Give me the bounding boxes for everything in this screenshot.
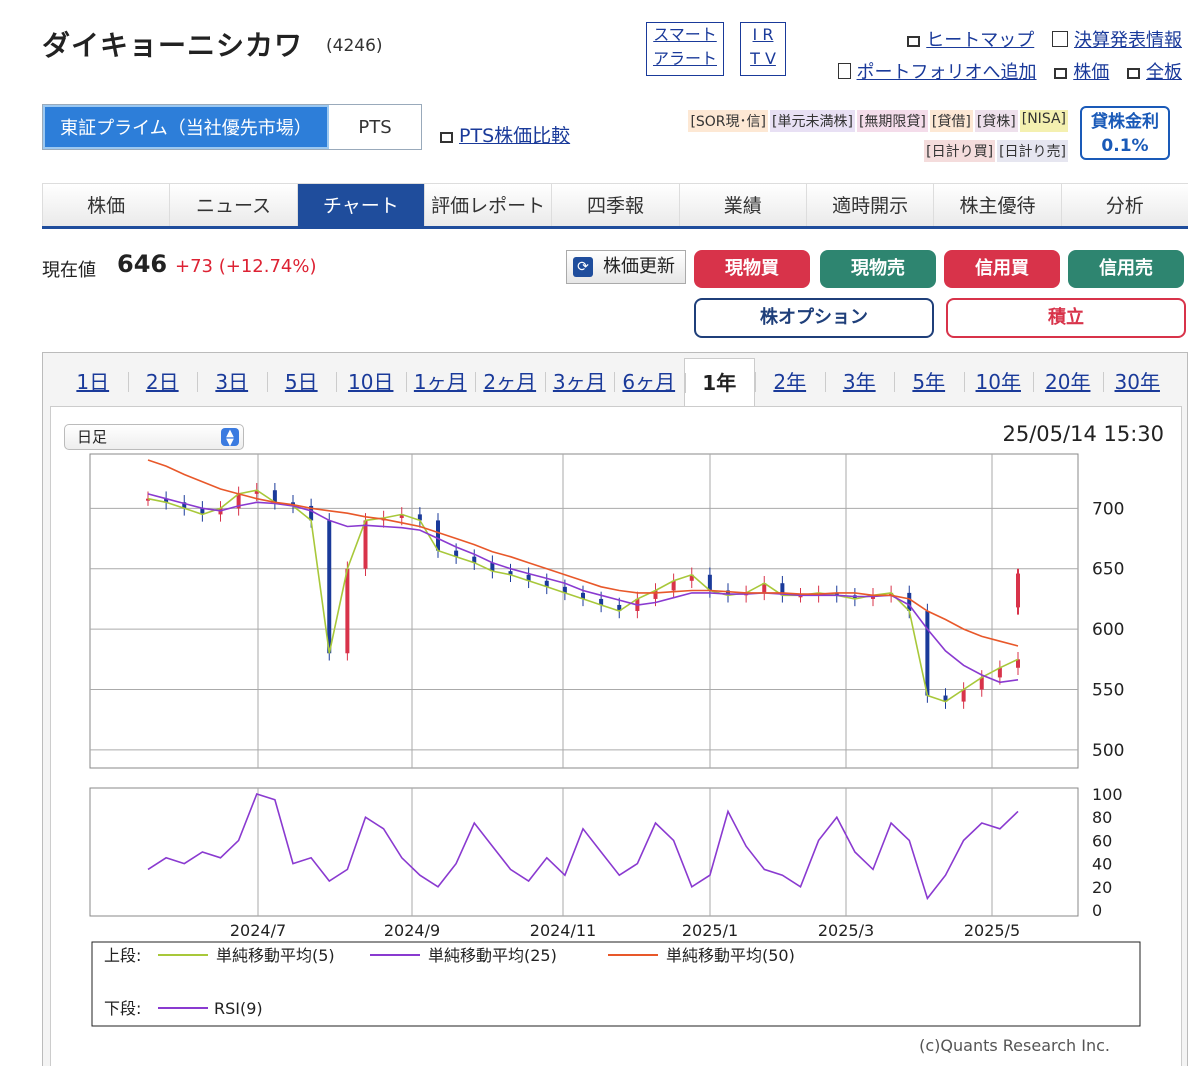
- tab-performance[interactable]: 業績: [678, 183, 806, 226]
- stock-code: (4246): [326, 36, 383, 56]
- window-icon: [1054, 68, 1068, 79]
- badge-odd-lot: [単元未満株]: [770, 110, 855, 132]
- genbutsu-sell-button[interactable]: 現物売: [820, 250, 936, 288]
- period-tab-9[interactable]: 1年: [683, 358, 755, 406]
- smart-alert-button[interactable]: スマート アラート: [646, 22, 724, 76]
- period-tabs: 1日 2日 3日 5日 10日 1ヶ月 2ヶ月 3ヶ月 6ヶ月 1年 2年 3年 5年 10年 20年 30年: [58, 358, 1172, 406]
- badge-kashikabu: [貸株]: [974, 110, 1018, 132]
- document-icon: [837, 63, 851, 79]
- tab-analysis[interactable]: 分析: [1060, 183, 1188, 226]
- calendar-icon: [1052, 31, 1068, 47]
- stock-price-link[interactable]: 株価: [1054, 62, 1109, 83]
- price-change: +73 (+12.74%): [175, 256, 317, 277]
- full-board-link[interactable]: 全板: [1127, 62, 1182, 83]
- tab-disclosure[interactable]: 適時開示: [805, 183, 934, 226]
- pts-compare-link[interactable]: PTS株価比較: [440, 121, 570, 148]
- period-tab-4[interactable]: 10日: [336, 358, 406, 406]
- period-tab-12[interactable]: 5年: [894, 358, 964, 406]
- refresh-price-button[interactable]: ⟳ 株価更新: [566, 250, 686, 284]
- period-tab-6[interactable]: 2ヶ月: [475, 358, 545, 406]
- window-icon: [907, 36, 921, 47]
- genbutsu-buy-button[interactable]: 現物買: [694, 250, 810, 288]
- window-icon: [1127, 68, 1140, 79]
- irtv-line1: I R: [752, 25, 774, 44]
- pts-compare-label[interactable]: PTS株価比較: [459, 125, 571, 147]
- period-tab-11[interactable]: 3年: [824, 358, 895, 406]
- badge-day-buy: [日計り買]: [924, 140, 996, 162]
- refresh-label: 株価更新: [603, 256, 675, 277]
- badge-unlimited: [無期限貸]: [856, 110, 928, 132]
- chart-area: [50, 406, 1182, 1066]
- current-price: 646: [117, 250, 168, 278]
- period-tab-0[interactable]: 1日: [76, 370, 110, 394]
- heatmap-link[interactable]: ヒートマップ: [907, 30, 1034, 51]
- lending-label: 貸株金利: [1091, 112, 1159, 132]
- lending-rate-box[interactable]: 貸株金利 0.1%: [1080, 106, 1170, 160]
- period-tab-3[interactable]: 5日: [266, 358, 337, 406]
- tsumitate-button[interactable]: 積立: [946, 298, 1186, 338]
- badge-taishaku: [貸借]: [929, 110, 973, 132]
- irtv-line2: T V: [750, 49, 776, 68]
- lending-rate: 0.1%: [1101, 136, 1149, 156]
- stock-option-button[interactable]: 株オプション: [694, 298, 934, 338]
- current-price-label: 現在値: [42, 260, 96, 281]
- trade-badges: [SOR現･信] [単元未満株] [無期限貸] [貸借] [貸株] [NISA]…: [598, 110, 1068, 170]
- period-tab-2[interactable]: 3日: [197, 358, 267, 406]
- add-portfolio-link[interactable]: ポートフォリオへ追加: [837, 62, 1037, 83]
- period-tab-8[interactable]: 6ヶ月: [614, 358, 684, 406]
- main-nav-tabs: 株価 ニュース チャート 評価レポート 四季報 業績 適時開示 株主優待 分析: [42, 183, 1188, 229]
- top-links-row1: ヒートマップ 決算発表情報: [895, 26, 1182, 52]
- market-tabs: 東証プライム（当社優先市場） PTS: [42, 104, 422, 150]
- full-board-label[interactable]: 全板: [1146, 62, 1182, 83]
- tab-chart[interactable]: チャート: [296, 183, 424, 226]
- stock-price-label[interactable]: 株価: [1073, 62, 1110, 83]
- earnings-link-label[interactable]: 決算発表情報: [1074, 30, 1182, 51]
- earnings-link[interactable]: 決算発表情報: [1052, 30, 1182, 51]
- window-icon: [440, 132, 453, 143]
- tab-stock-price[interactable]: 株価: [42, 183, 170, 226]
- irtv-button[interactable]: I R T V: [740, 22, 786, 76]
- badge-sor: [SOR現･信]: [688, 110, 768, 132]
- interval-value: 日足: [77, 428, 108, 446]
- tab-report[interactable]: 評価レポート: [423, 183, 552, 226]
- smart-alert-line1: スマート: [653, 25, 717, 44]
- add-portfolio-label[interactable]: ポートフォリオへ追加: [856, 62, 1037, 83]
- period-tab-15[interactable]: 30年: [1102, 358, 1173, 406]
- copyright: (c)Quants Research Inc.: [919, 1036, 1110, 1055]
- tab-pts[interactable]: PTS: [329, 105, 421, 149]
- period-tab-7[interactable]: 3ヶ月: [544, 358, 615, 406]
- shinyo-sell-button[interactable]: 信用売: [1068, 250, 1184, 288]
- shinyo-buy-button[interactable]: 信用買: [944, 250, 1060, 288]
- period-tab-1[interactable]: 2日: [127, 358, 198, 406]
- tab-news[interactable]: ニュース: [169, 183, 297, 226]
- company-name: ダイキョーニシカワ: [42, 29, 304, 62]
- badge-day-sell: [日計り売]: [997, 140, 1068, 162]
- period-tab-14[interactable]: 20年: [1033, 358, 1103, 406]
- tab-tse-prime[interactable]: 東証プライム（当社優先市場）: [43, 105, 329, 149]
- badge-nisa: [NISA]: [1019, 110, 1068, 132]
- heatmap-link-label[interactable]: ヒートマップ: [926, 30, 1035, 51]
- period-tab-13[interactable]: 10年: [963, 358, 1034, 406]
- select-arrows-icon: ▲ ▼: [221, 428, 239, 448]
- tab-benefits[interactable]: 株主優待: [933, 183, 1061, 226]
- smart-alert-line2: アラート: [652, 49, 717, 68]
- refresh-icon: ⟳: [573, 257, 593, 277]
- top-links-row2: ポートフォリオへ追加 株価 全板: [826, 58, 1182, 84]
- chart-timestamp: 25/05/14 15:30: [1002, 422, 1164, 446]
- tab-shikiho[interactable]: 四季報: [551, 183, 679, 226]
- period-tab-10[interactable]: 2年: [755, 358, 825, 406]
- period-tab-5[interactable]: 1ヶ月: [405, 358, 476, 406]
- interval-select[interactable]: 日足 ▲ ▼: [64, 424, 244, 450]
